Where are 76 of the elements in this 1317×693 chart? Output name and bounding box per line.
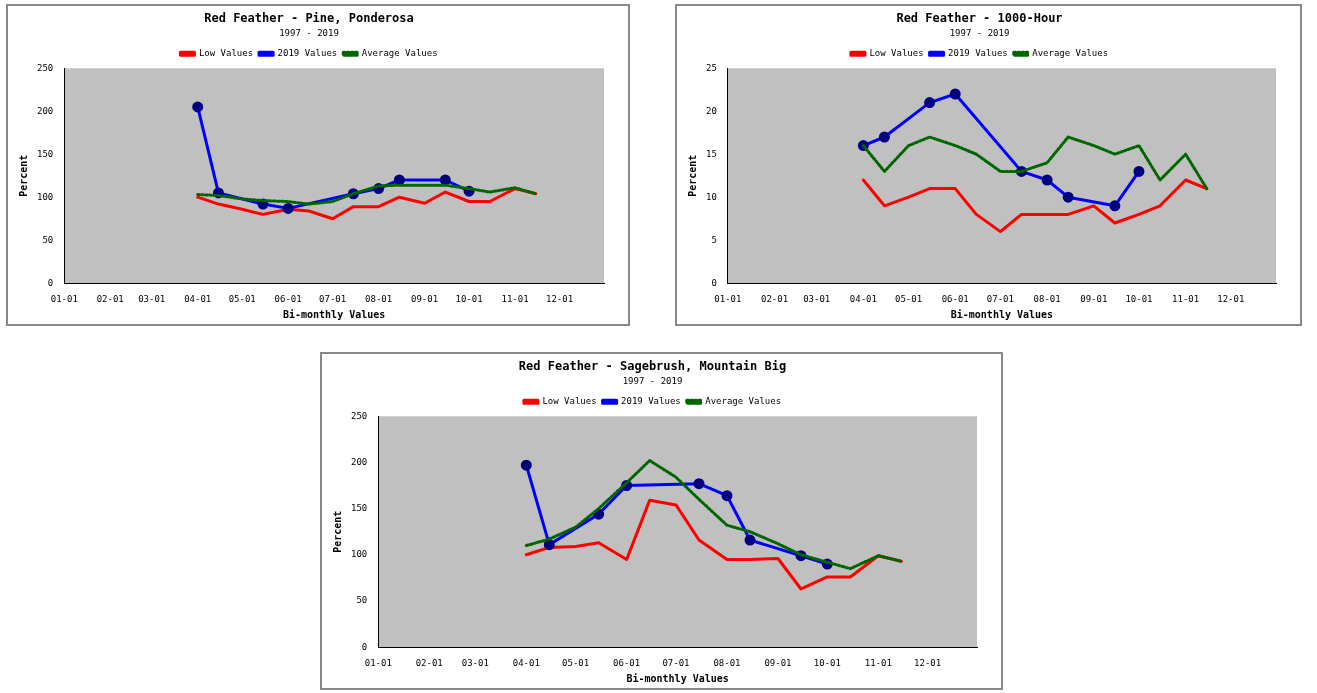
x-tick-label: 09-01 — [764, 657, 792, 668]
x-tick-label: 05-01 — [895, 293, 923, 304]
y-tick-label: 250 — [36, 62, 54, 73]
x-tick-label: 10-01 — [813, 657, 841, 668]
x-tick-label: 08-01 — [713, 657, 741, 668]
x-tick-label: 07-01 — [319, 293, 347, 304]
x-axis-title: Bi-monthly Values — [950, 308, 1054, 320]
y-tick-label: 15 — [705, 148, 717, 159]
x-tick-label: 02-01 — [96, 293, 124, 304]
y-axis-title: Percent — [686, 154, 698, 197]
y-tick-label: 20 — [705, 105, 717, 116]
legend-label: Average Values — [705, 396, 782, 407]
legend-label: Low Values — [542, 396, 597, 407]
x-tick-label: 03-01 — [138, 293, 166, 304]
legend-label: Average Values — [1032, 48, 1109, 59]
chart-subtitle: 1997 - 2019 — [622, 376, 683, 387]
chart-title: Red Feather - Pine, Ponderosa — [204, 11, 414, 26]
y-tick-label: 150 — [36, 148, 54, 159]
chart-subtitle: 1997 - 2019 — [279, 28, 339, 39]
y-tick-label: 5 — [711, 234, 717, 245]
x-tick-label: 08-01 — [365, 293, 393, 304]
legend-label: Average Values — [361, 48, 438, 59]
x-tick-label: 04-01 — [184, 293, 212, 304]
x-tick-label: 07-01 — [986, 293, 1014, 304]
x-tick-label: 09-01 — [411, 293, 439, 304]
legend-label: 2019 Values — [948, 48, 1008, 59]
x-tick-label: 11-01 — [1172, 293, 1200, 304]
y-axis-title: Percent — [331, 510, 343, 553]
y-tick-label: 200 — [36, 105, 54, 116]
x-tick-label: 03-01 — [803, 293, 831, 304]
legend-label: Low Values — [869, 48, 924, 59]
x-tick-label: 04-01 — [512, 657, 540, 668]
y-tick-label: 10 — [705, 191, 717, 202]
x-tick-label: 01-01 — [364, 657, 392, 668]
legend-label: 2019 Values — [621, 396, 681, 407]
x-tick-label: 02-01 — [415, 657, 443, 668]
line-series — [524, 459, 903, 571]
x-tick-label: 01-01 — [714, 293, 742, 304]
y-tick-label: 250 — [350, 410, 368, 421]
x-tick-label: 10-01 — [1125, 293, 1153, 304]
y-tick-label: 50 — [42, 234, 54, 245]
x-tick-label: 12-01 — [914, 657, 942, 668]
x-tick-label: 05-01 — [562, 657, 590, 668]
x-tick-label: 03-01 — [461, 657, 489, 668]
x-tick-label: 08-01 — [1033, 293, 1061, 304]
x-tick-label: 07-01 — [662, 657, 690, 668]
x-tick-label: 04-01 — [849, 293, 877, 304]
x-tick-label: 06-01 — [941, 293, 969, 304]
x-axis-title: Bi-monthly Values — [282, 308, 386, 320]
x-tick-label: 05-01 — [228, 293, 256, 304]
y-tick-label: 50 — [356, 595, 368, 606]
x-tick-label: 12-01 — [1217, 293, 1245, 304]
x-tick-label: 01-01 — [50, 293, 78, 304]
y-tick-label: 0 — [361, 641, 368, 652]
x-axis-title: Bi-monthly Values — [626, 672, 729, 684]
x-tick-label: 12-01 — [545, 293, 574, 304]
legend-label: Low Values — [198, 48, 254, 59]
y-tick-label: 200 — [350, 456, 368, 467]
x-tick-label: 02-01 — [760, 293, 789, 304]
chart-title: Red Feather - Sagebrush, Mountain Big — [518, 359, 787, 374]
y-tick-label: 25 — [705, 62, 717, 73]
chart-title: Red Feather - 1000-Hour — [896, 11, 1063, 26]
legend-label: 2019 Values — [277, 48, 338, 59]
x-tick-label: 09-01 — [1080, 293, 1108, 304]
chart-subtitle: 1997 - 2019 — [949, 28, 1010, 39]
y-tick-label: 150 — [350, 502, 368, 513]
x-tick-label: 11-01 — [864, 657, 892, 668]
y-tick-label: 100 — [36, 191, 54, 202]
y-axis-title: Percent — [17, 154, 29, 197]
y-tick-label: 0 — [711, 277, 717, 288]
x-tick-label: 10-01 — [455, 293, 483, 304]
x-tick-label: 11-01 — [501, 293, 529, 304]
x-tick-label: 06-01 — [274, 293, 302, 304]
y-tick-label: 100 — [350, 549, 368, 560]
y-tick-label: 0 — [47, 277, 54, 288]
x-tick-label: 06-01 — [613, 657, 641, 668]
